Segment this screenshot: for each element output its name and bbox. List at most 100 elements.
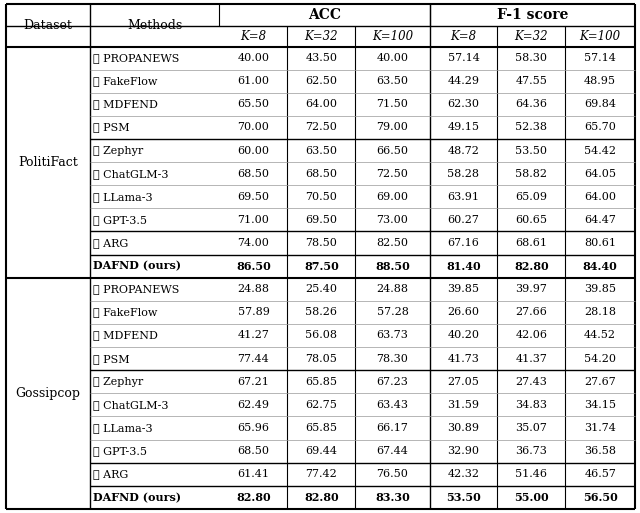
Text: 64.00: 64.00 <box>584 192 616 202</box>
Text: ⑥ ChatGLM-3: ⑥ ChatGLM-3 <box>93 400 168 410</box>
Text: 68.50: 68.50 <box>305 169 337 179</box>
Text: 32.90: 32.90 <box>447 446 479 456</box>
Text: 63.43: 63.43 <box>376 400 408 410</box>
Text: 68.50: 68.50 <box>237 446 269 456</box>
Text: K=100: K=100 <box>580 30 621 43</box>
Text: ② FakeFlow: ② FakeFlow <box>93 76 157 86</box>
Text: 39.97: 39.97 <box>515 284 547 294</box>
Text: 42.06: 42.06 <box>515 330 547 341</box>
Text: 74.00: 74.00 <box>237 238 269 248</box>
Text: 61.41: 61.41 <box>237 469 269 479</box>
Text: 63.50: 63.50 <box>376 76 408 86</box>
Text: 70.00: 70.00 <box>237 123 269 132</box>
Text: 47.55: 47.55 <box>515 76 547 86</box>
Text: 40.00: 40.00 <box>237 53 269 63</box>
Text: ③ MDFEND: ③ MDFEND <box>93 100 158 109</box>
Text: 79.00: 79.00 <box>376 123 408 132</box>
Text: ④ PSM: ④ PSM <box>93 353 130 364</box>
Text: DAFND (ours): DAFND (ours) <box>93 261 181 272</box>
Text: 62.49: 62.49 <box>237 400 269 410</box>
Text: F-1 score: F-1 score <box>497 8 568 22</box>
Text: 69.00: 69.00 <box>376 192 408 202</box>
Text: ⑤ Zephyr: ⑤ Zephyr <box>93 377 143 387</box>
Text: 52.38: 52.38 <box>515 123 547 132</box>
Text: 62.30: 62.30 <box>447 100 479 109</box>
Text: 26.60: 26.60 <box>447 307 479 318</box>
Text: 42.32: 42.32 <box>447 469 479 479</box>
Text: 61.00: 61.00 <box>237 76 269 86</box>
Text: 60.27: 60.27 <box>447 215 479 225</box>
Text: 62.50: 62.50 <box>305 76 337 86</box>
Text: 56.50: 56.50 <box>583 492 618 503</box>
Text: 76.50: 76.50 <box>376 469 408 479</box>
Text: 63.73: 63.73 <box>376 330 408 341</box>
Text: 44.29: 44.29 <box>447 76 479 86</box>
Text: 65.50: 65.50 <box>237 100 269 109</box>
Text: Gossipcop: Gossipcop <box>15 387 81 400</box>
Text: 36.58: 36.58 <box>584 446 616 456</box>
Text: ⑧ GPT-3.5: ⑧ GPT-3.5 <box>93 215 147 225</box>
Text: ACC: ACC <box>308 8 341 22</box>
Text: 78.30: 78.30 <box>376 353 408 364</box>
Text: PolitiFact: PolitiFact <box>18 155 78 169</box>
Text: 81.40: 81.40 <box>446 261 481 272</box>
Text: 78.05: 78.05 <box>305 353 337 364</box>
Text: 70.50: 70.50 <box>305 192 337 202</box>
Text: 31.59: 31.59 <box>447 400 479 410</box>
Text: 69.84: 69.84 <box>584 100 616 109</box>
Text: 40.00: 40.00 <box>376 53 408 63</box>
Text: 64.05: 64.05 <box>584 169 616 179</box>
Text: ⑦ LLama-3: ⑦ LLama-3 <box>93 192 152 202</box>
Text: 63.50: 63.50 <box>305 146 337 155</box>
Text: 67.23: 67.23 <box>376 377 408 387</box>
Text: 34.83: 34.83 <box>515 400 547 410</box>
Text: 57.14: 57.14 <box>584 53 616 63</box>
Text: 60.00: 60.00 <box>237 146 269 155</box>
Text: 27.43: 27.43 <box>515 377 547 387</box>
Text: 64.00: 64.00 <box>305 100 337 109</box>
Text: 53.50: 53.50 <box>515 146 547 155</box>
Text: 86.50: 86.50 <box>236 261 271 272</box>
Text: 58.28: 58.28 <box>447 169 479 179</box>
Text: 62.75: 62.75 <box>305 400 337 410</box>
Text: 57.28: 57.28 <box>376 307 408 318</box>
Text: 68.61: 68.61 <box>515 238 547 248</box>
Text: 27.05: 27.05 <box>447 377 479 387</box>
Text: K=8: K=8 <box>241 30 266 43</box>
Text: 30.89: 30.89 <box>447 423 479 433</box>
Text: 40.20: 40.20 <box>447 330 479 341</box>
Text: ⑤ Zephyr: ⑤ Zephyr <box>93 146 143 155</box>
Text: 72.50: 72.50 <box>376 169 408 179</box>
Text: ③ MDFEND: ③ MDFEND <box>93 330 158 341</box>
Text: 80.61: 80.61 <box>584 238 616 248</box>
Text: 65.09: 65.09 <box>515 192 547 202</box>
Text: ⑨ ARG: ⑨ ARG <box>93 238 128 248</box>
Text: 53.50: 53.50 <box>446 492 481 503</box>
Text: 84.40: 84.40 <box>583 261 618 272</box>
Text: 72.50: 72.50 <box>305 123 337 132</box>
Text: 67.21: 67.21 <box>237 377 269 387</box>
Text: 49.15: 49.15 <box>447 123 479 132</box>
Text: 31.74: 31.74 <box>584 423 616 433</box>
Text: 66.17: 66.17 <box>376 423 408 433</box>
Text: 87.50: 87.50 <box>304 261 339 272</box>
Text: ① PROPANEWS: ① PROPANEWS <box>93 284 179 294</box>
Text: 58.30: 58.30 <box>515 53 547 63</box>
Text: ① PROPANEWS: ① PROPANEWS <box>93 53 179 63</box>
Text: ⑥ ChatGLM-3: ⑥ ChatGLM-3 <box>93 169 168 179</box>
Text: 58.82: 58.82 <box>515 169 547 179</box>
Text: 27.67: 27.67 <box>584 377 616 387</box>
Text: 24.88: 24.88 <box>237 284 269 294</box>
Text: 64.36: 64.36 <box>515 100 547 109</box>
Text: 41.27: 41.27 <box>237 330 269 341</box>
Text: 82.80: 82.80 <box>304 492 339 503</box>
Text: 36.73: 36.73 <box>515 446 547 456</box>
Text: 39.85: 39.85 <box>584 284 616 294</box>
Text: 58.26: 58.26 <box>305 307 337 318</box>
Text: 35.07: 35.07 <box>515 423 547 433</box>
Text: 77.42: 77.42 <box>305 469 337 479</box>
Text: Methods: Methods <box>127 19 182 32</box>
Text: 82.80: 82.80 <box>514 261 548 272</box>
Text: 41.73: 41.73 <box>447 353 479 364</box>
Text: ⑧ GPT-3.5: ⑧ GPT-3.5 <box>93 446 147 456</box>
